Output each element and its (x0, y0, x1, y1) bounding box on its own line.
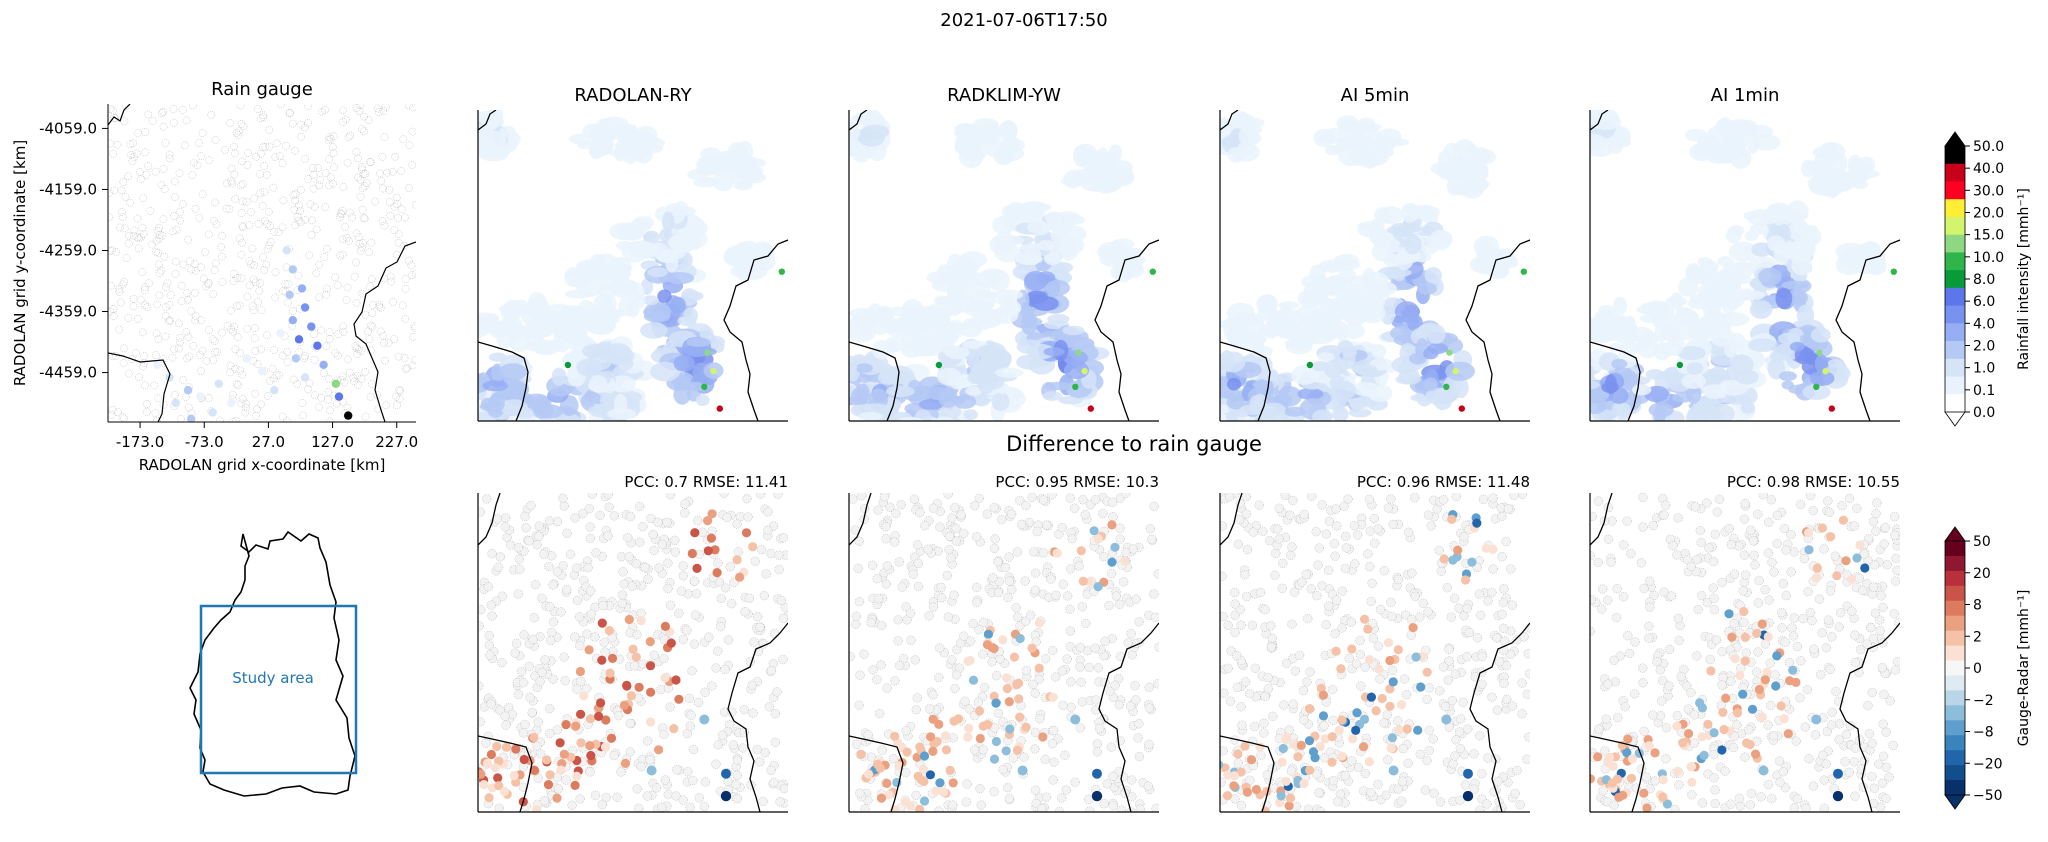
rain-gauge-ytick-label: -4059.0 (39, 119, 97, 137)
difference-stats: PCC: 0.96 RMSE: 11.48 (1357, 473, 1530, 491)
study-area-label: Study area (232, 669, 314, 687)
gauge-border-south (108, 352, 171, 422)
rain-gauge-xtick-label: 127.0 (311, 433, 354, 451)
colorbar-tick-label: 2 (1973, 629, 1982, 645)
rainfall-map-border (1590, 110, 1900, 421)
colorbar-tick-label: 4.0 (1973, 316, 1995, 332)
rain-gauge-ytick-label: -4459.0 (39, 364, 97, 382)
rain-gauge-xtick-label: 27.0 (252, 433, 285, 451)
colorbar-tick-label: 50.0 (1973, 139, 2004, 155)
study-area-box (199, 604, 358, 775)
difference-map-border (849, 493, 1159, 812)
product-title: RADKLIM-YW (947, 85, 1061, 106)
product-panel: AI 5min PCC: 0.96 RMSE: 11.48 (1219, 85, 1530, 813)
colorbar-label: Gauge-Radar [mmh⁻¹] (2016, 590, 2032, 747)
colorbar-tick-label: 2.0 (1973, 339, 1995, 355)
rainfall-map (1589, 110, 1900, 422)
product-panel: AI 1min PCC: 0.98 RMSE: 10.55 (1589, 85, 1900, 813)
product-panel: RADKLIM-YW PCC: 0.95 RMSE: 10.3 (848, 85, 1159, 813)
germany-outline (189, 530, 356, 797)
rain-gauge-ytick-label: -4159.0 (39, 180, 97, 198)
difference-map-border (478, 493, 788, 812)
gauge-border-east (353, 241, 416, 422)
difference-map (1589, 493, 1900, 813)
difference-map-border (1590, 493, 1900, 812)
colorbar-label: Rainfall intensity [mmh⁻¹] (2016, 188, 2032, 370)
rain-gauge-map (108, 104, 416, 422)
rainfall-map-border (478, 110, 788, 421)
rain-gauge-ytick-label: -4359.0 (39, 303, 97, 321)
colorbar-tick-label: −2 (1973, 693, 1994, 709)
germany-inset: Study area (189, 530, 358, 797)
figure-suptitle: 2021-07-06T17:50 (940, 10, 1107, 31)
gauge-locations (108, 104, 416, 422)
colorbar-rain: 0.0 0.1 1.0 2.0 4.0 6.0 8.0 10.0 15.0 20.0 30.0 40.… (1944, 131, 2032, 427)
difference-map (477, 493, 788, 813)
rainfall-map (1219, 110, 1530, 422)
rain-gauge-title: Rain gauge (211, 79, 313, 100)
rainfall-map (477, 110, 788, 422)
colorbar-tick-label: 30.0 (1973, 183, 2004, 199)
rainfall-map-border (1220, 110, 1530, 421)
rainfall-map (848, 110, 1159, 422)
product-title: AI 5min (1341, 85, 1410, 106)
product-panel: RADOLAN-RY PCC: 0.7 RMSE: 11.41 (477, 85, 788, 813)
rain-gauge-xtick-label: -73.0 (185, 433, 224, 451)
colorbar-tick-label: 10.0 (1973, 250, 2004, 266)
difference-stats: PCC: 0.98 RMSE: 10.55 (1727, 473, 1900, 491)
colorbar-tick-label: −20 (1973, 756, 2003, 772)
rain-gauge-panel: Rain gauge -173.0 -73.0 27.0 127.0 227.0 -405… (11, 79, 418, 474)
rain-gauge-ytick-label: -4259.0 (39, 241, 97, 259)
colorbar-tick-label: −50 (1973, 788, 2003, 804)
difference-map (848, 493, 1159, 813)
rain-gauge-ylabel: RADOLAN grid y-coordinate [km] (11, 140, 29, 386)
gauge-border-north (108, 104, 131, 126)
gauge-rain-markers (153, 246, 353, 422)
product-title: AI 1min (1711, 85, 1780, 106)
product-title: RADOLAN-RY (574, 85, 692, 106)
colorbar-tick-label: 20 (1973, 566, 1991, 582)
difference-map (1219, 493, 1530, 813)
colorbar-tick-label: 1.0 (1973, 361, 1995, 377)
rain-gauge-xlabel: RADOLAN grid x-coordinate [km] (139, 456, 386, 474)
colorbar-tick-label: 40.0 (1973, 161, 2004, 177)
colorbar-tick-label: 15.0 (1973, 228, 2004, 244)
colorbar-tick-label: 50 (1973, 534, 1991, 550)
rain-gauge-xtick-label: 227.0 (375, 433, 418, 451)
colorbar-tick-label: 8 (1973, 598, 1982, 614)
difference-stats: PCC: 0.95 RMSE: 10.3 (995, 473, 1159, 491)
difference-map-border (1220, 493, 1530, 812)
colorbar-tick-label: 20.0 (1973, 206, 2004, 222)
rainfall-map-border (849, 110, 1159, 421)
colorbar-tick-label: 6.0 (1973, 294, 1995, 310)
difference-stats: PCC: 0.7 RMSE: 11.41 (624, 473, 788, 491)
colorbar-tick-label: 0.0 (1973, 405, 1995, 421)
difference-heading: Difference to rain gauge (1006, 432, 1262, 456)
rain-gauge-xtick-label: -173.0 (116, 433, 164, 451)
colorbar-tick-label: 0.1 (1973, 383, 1995, 399)
colorbar-tick-label: −8 (1973, 725, 1994, 741)
colorbar-tick-label: 0 (1973, 661, 1982, 677)
colorbar-tick-label: 8.0 (1973, 272, 1995, 288)
